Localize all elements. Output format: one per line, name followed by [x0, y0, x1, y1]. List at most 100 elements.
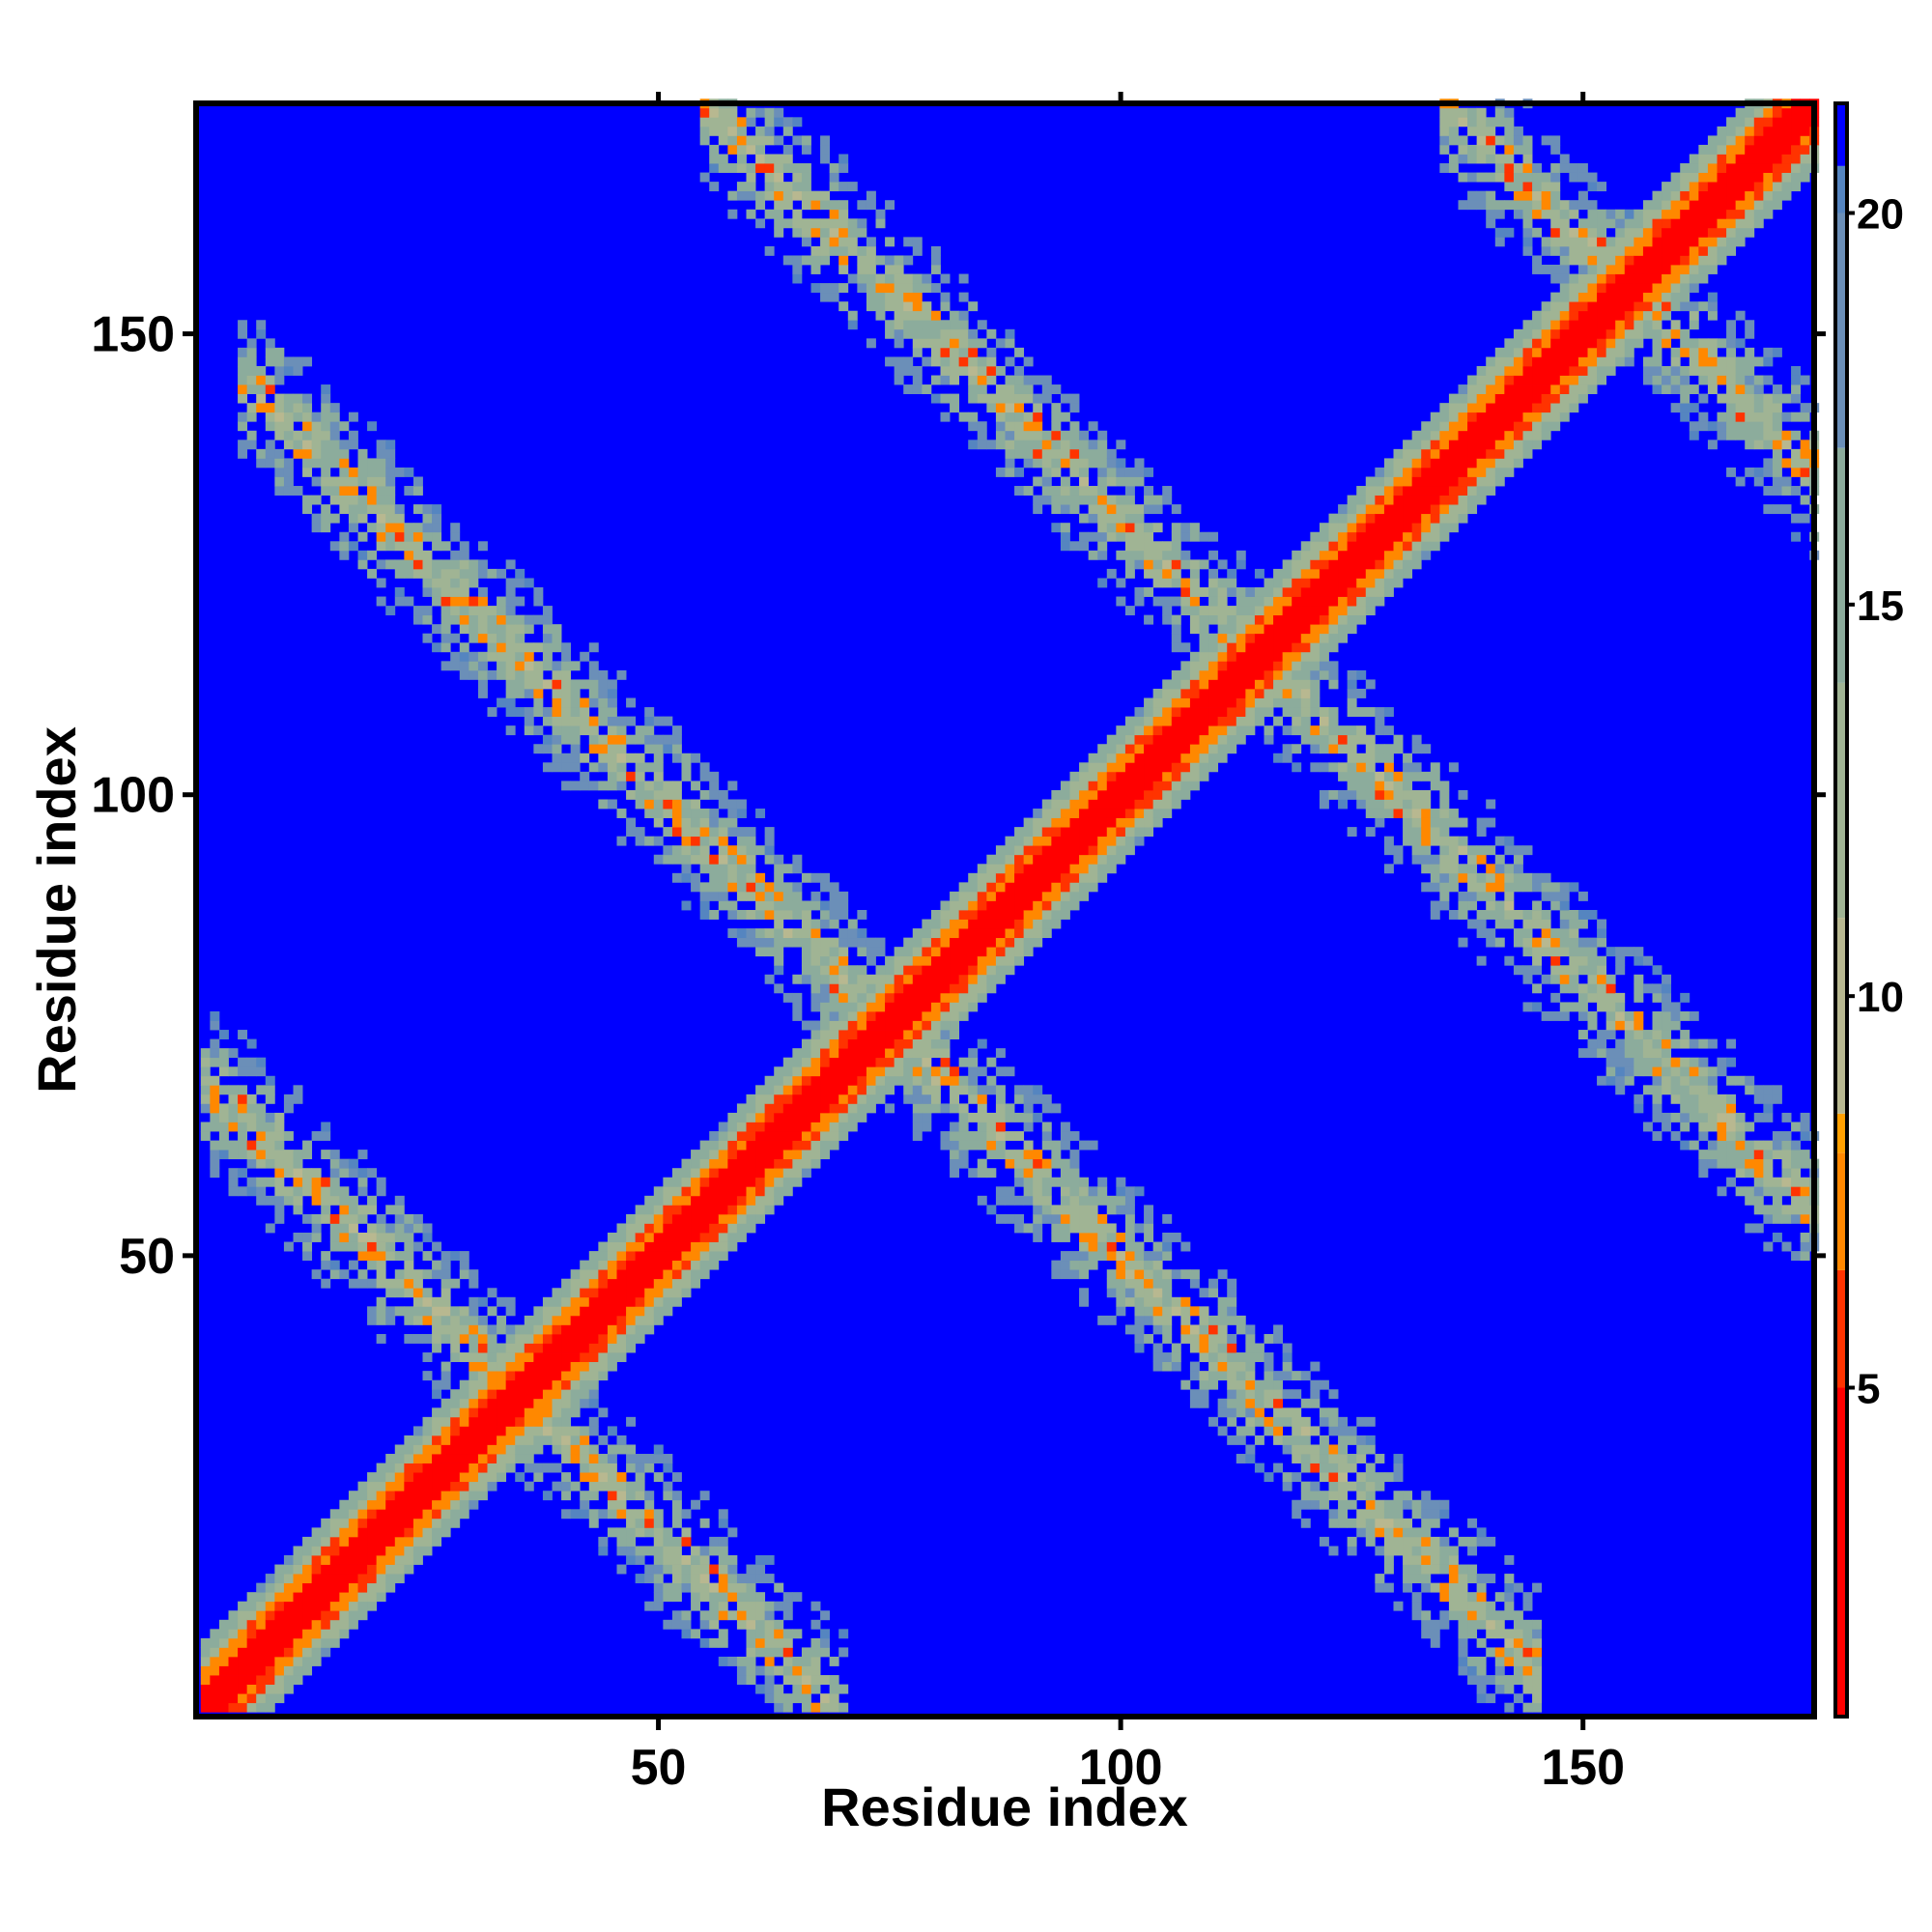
heatmap-cell: [1041, 440, 1052, 450]
heatmap-cell: [616, 1481, 627, 1492]
heatmap-cell: [1060, 827, 1070, 838]
heatmap-cell: [866, 1048, 876, 1059]
heatmap-cell: [1328, 789, 1339, 800]
heatmap-cell: [367, 421, 378, 432]
heatmap-cell: [580, 1398, 590, 1408]
heatmap-cell: [847, 1020, 858, 1031]
heatmap-cell: [644, 744, 655, 754]
heatmap-cell: [616, 1546, 627, 1556]
heatmap-cell: [635, 827, 645, 838]
heatmap-cell: [736, 854, 747, 865]
heatmap-cell: [1328, 606, 1339, 616]
heatmap-cell: [432, 1518, 442, 1528]
heatmap-cell: [459, 1269, 469, 1280]
heatmap-cell: [663, 827, 673, 838]
heatmap-cell: [477, 1491, 488, 1501]
heatmap-cell: [422, 1352, 433, 1362]
heatmap-cell: [588, 1352, 599, 1362]
heatmap-cell: [1041, 1122, 1052, 1132]
heatmap-cell: [1041, 495, 1052, 505]
heatmap-cell: [1124, 845, 1135, 856]
heatmap-cell: [598, 1306, 609, 1317]
heatmap-cell: [367, 568, 378, 579]
heatmap-cell: [1430, 440, 1440, 450]
heatmap-cell: [691, 1499, 701, 1510]
heatmap-cell: [1421, 1582, 1432, 1593]
heatmap-cell: [274, 347, 285, 357]
heatmap-cell: [1458, 1647, 1468, 1658]
heatmap-cell: [1375, 1574, 1385, 1584]
heatmap-cell: [1393, 467, 1404, 477]
heatmap-cell: [782, 992, 793, 1003]
heatmap-cell: [394, 1518, 405, 1528]
heatmap-cell: [265, 1637, 275, 1648]
heatmap-cell: [329, 1509, 340, 1520]
heatmap-cell: [385, 1491, 396, 1501]
heatmap-cell: [293, 1564, 303, 1575]
heatmap-cell: [1383, 523, 1394, 533]
heatmap-cell: [385, 1241, 396, 1252]
heatmap-cell: [736, 1168, 747, 1179]
heatmap-cell: [626, 1444, 637, 1455]
heatmap-cell: [801, 135, 811, 146]
heatmap-cell: [691, 1186, 701, 1197]
heatmap-cell: [1208, 716, 1219, 726]
heatmap-cell: [644, 1288, 655, 1298]
heatmap-cell: [1189, 753, 1200, 763]
heatmap-cell: [1310, 1491, 1321, 1501]
heatmap-cell: [764, 172, 775, 183]
heatmap-cell: [1152, 1288, 1163, 1298]
heatmap-cell: [820, 1066, 831, 1077]
heatmap-cell: [801, 182, 811, 192]
heatmap-cell: [746, 1131, 756, 1141]
heatmap-cell: [412, 1555, 423, 1565]
heatmap-cell: [385, 1509, 396, 1520]
heatmap-cell: [1005, 338, 1015, 349]
heatmap-cell: [663, 1186, 673, 1197]
heatmap-cell: [394, 1499, 405, 1510]
heatmap-cell: [570, 1509, 581, 1520]
heatmap-cell: [838, 1684, 849, 1694]
heatmap-cell: [1448, 458, 1459, 469]
heatmap-cell: [450, 1416, 461, 1427]
heatmap-cell: [1300, 679, 1311, 690]
heatmap-cell: [542, 1426, 553, 1436]
heatmap-cell: [718, 1509, 728, 1520]
heatmap-cell: [274, 1213, 285, 1224]
heatmap-cell: [1282, 606, 1293, 616]
heatmap-cell: [218, 1103, 229, 1114]
heatmap-cell: [1393, 845, 1404, 856]
heatmap-cell: [1448, 910, 1459, 920]
heatmap-cell: [348, 1158, 358, 1169]
heatmap-cell: [1421, 458, 1432, 469]
heatmap-cell: [958, 1103, 969, 1114]
heatmap-cell: [764, 928, 775, 939]
heatmap-cell: [477, 596, 488, 607]
heatmap-cell: [829, 1030, 839, 1039]
heatmap-cell: [487, 1454, 497, 1463]
heatmap-cell: [653, 1223, 664, 1234]
heatmap-cell: [616, 1536, 627, 1547]
heatmap-cell: [339, 1509, 350, 1520]
heatmap-cell: [1254, 697, 1264, 708]
heatmap-cell: [736, 799, 747, 810]
heatmap-cell: [968, 384, 979, 394]
heatmap-cell: [671, 1241, 682, 1252]
heatmap-cell: [339, 1536, 350, 1547]
heatmap-cell: [958, 900, 969, 911]
heatmap-cell: [246, 1122, 257, 1132]
heatmap-cell: [681, 1195, 692, 1206]
heatmap-cell: [653, 1592, 664, 1603]
heatmap-cell: [755, 1150, 766, 1160]
heatmap-cell: [1338, 1454, 1349, 1463]
heatmap-cell: [986, 393, 997, 404]
heatmap-cell: [487, 1481, 497, 1492]
heatmap-cell: [238, 1103, 248, 1114]
heatmap-cell: [561, 1435, 572, 1445]
heatmap-cell: [283, 1647, 294, 1658]
heatmap-cell: [1282, 1407, 1293, 1418]
heatmap-cell: [885, 237, 895, 247]
heatmap-cell: [321, 393, 331, 404]
heatmap-cell: [1005, 955, 1015, 966]
heatmap-cell: [524, 578, 534, 588]
